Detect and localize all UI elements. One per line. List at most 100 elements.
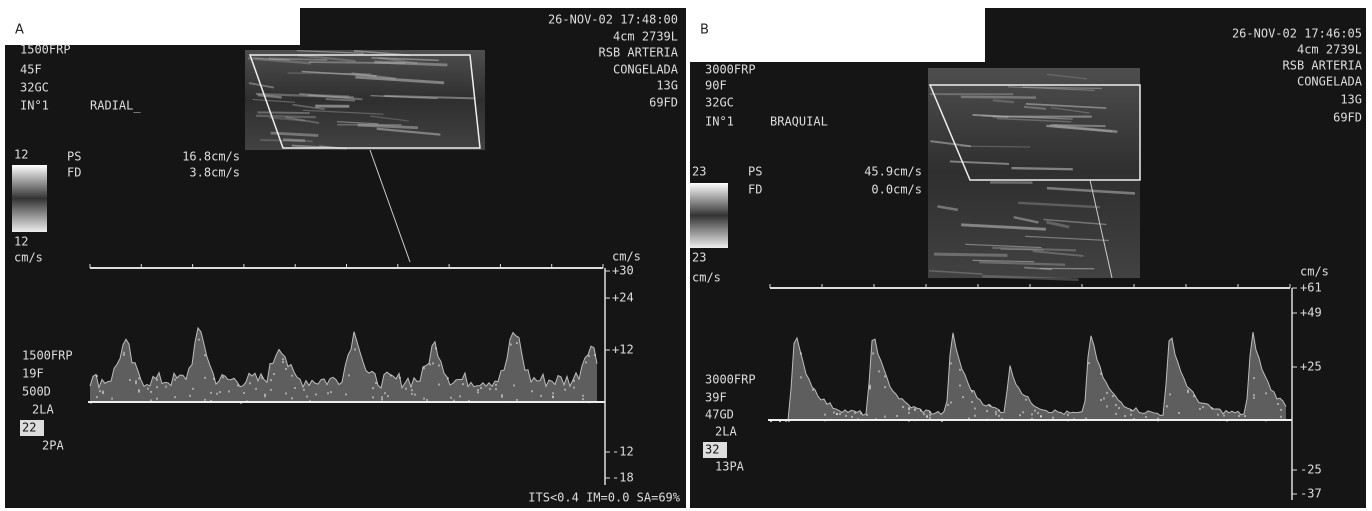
spectrum-speckle [390,375,392,377]
spectrum-speckle [381,396,383,398]
spectrum-speckle [1238,415,1240,417]
doppler-setting: 22 [22,421,36,435]
spectrum-speckle [423,398,425,400]
spectrum-speckle [423,367,425,369]
axis-label: -37 [1300,487,1322,501]
spectrum-speckle [1124,415,1126,417]
spectrum-speckle [866,414,868,416]
spectrum-speckle [228,391,230,393]
label-box [690,8,985,62]
axis-label: -18 [612,471,634,485]
fd-label: FD [748,183,762,197]
spectrum-speckle [411,393,413,395]
setting: IN°1 [20,99,49,113]
spectrum-speckle [243,392,245,394]
spectrum-speckle [1106,405,1108,407]
ps-value: 45.9cm/s [864,165,922,179]
spectrum-speckle [884,375,886,377]
axis-label: +24 [612,291,634,305]
spectrum-speckle [174,396,176,398]
bmode-speckle [961,97,1036,98]
spectrum-speckle [1187,391,1189,393]
spectrum-speckle [884,416,886,418]
doppler-setting: 13PA [715,460,745,474]
spectrum-speckle [923,413,925,415]
doppler-setting: 3000FRP [705,373,756,387]
spectrum-speckle [839,413,841,415]
spectrum-speckle [1223,415,1225,417]
spectrum-speckle [914,409,916,411]
spectrum-speckle [435,347,437,349]
spectrum-speckle [111,398,113,400]
spectrum-speckle [1178,412,1180,414]
spectrum-speckle [1034,410,1036,412]
spectrum-speckle [582,398,584,400]
spectrum-speckle [204,399,206,401]
color-bar-unit: cm/s [14,251,43,265]
spectrum-speckle [447,377,449,379]
header-line: 26-NOV-02 17:48:00 [548,13,678,27]
spectrum-speckle [513,384,515,386]
spectrum-speckle [1052,417,1054,419]
doppler-setting: 19F [22,367,44,381]
spectrum-speckle [908,408,910,410]
spectrum-speckle [884,386,886,388]
spectrum-speckle [138,377,140,379]
spectrum-speckle [995,413,997,415]
spectrum-speckle [345,393,347,395]
setting: 1500FRP [20,43,71,57]
bmode-speckle [1011,168,1072,169]
ps-value: 16.8cm/s [182,150,240,164]
spectrum-speckle [216,393,218,395]
header-line: 13G [1340,93,1362,107]
panel-label: A [15,23,24,38]
spectrum-speckle [950,401,952,403]
spectrum-speckle [1112,395,1114,397]
axis-label: -12 [612,445,634,459]
spectrum-speckle [204,354,206,356]
spectrum-speckle [1130,414,1132,416]
spectrum-speckle [495,388,497,390]
setting: 32GC [20,81,49,95]
spectrum-speckle [860,412,862,414]
spectrum-speckle [869,388,871,390]
spectrum-speckle [204,377,206,379]
spectrum-speckle [573,387,575,389]
vessel-name: BRAQUIAL [770,115,828,129]
spectrum-speckle [1130,409,1132,411]
spectrum-speckle [249,382,251,384]
spectrum-speckle [998,415,1000,417]
color-bar [690,183,728,248]
spectrum-speckle [414,394,416,396]
spectrum-speckle [156,386,158,388]
color-bar-bottom: 23 [692,251,706,265]
spectrum-speckle [129,379,131,381]
spectrum-speckle [854,412,856,414]
spectrum-speckle [971,390,973,392]
spectrum-speckle [1280,409,1282,411]
spectrum-speckle [285,393,287,395]
spectrum-speckle [1277,403,1279,405]
spectrum-speckle [1202,406,1204,408]
color-bar-top: 12 [14,148,28,162]
spectrum-speckle [878,370,880,372]
doppler-setting: 47GD [705,408,734,422]
spectrum-speckle [510,344,512,346]
axis-unit: cm/s [1300,265,1329,279]
spectrum-speckle [1169,393,1171,395]
fd-value: 3.8cm/s [189,166,240,180]
spectrum-speckle [1115,413,1117,415]
spectrum-speckle [585,361,587,363]
spectrum-speckle [306,396,308,398]
header-line: 4cm 2739L [1297,43,1362,57]
spectrum-speckle [147,388,149,390]
spectrum-speckle [102,392,104,394]
spectrum-speckle [291,397,293,399]
spectrum-speckle [516,342,518,344]
spectrum-speckle [1040,415,1042,417]
spectrum-speckle [480,387,482,389]
spectrum-speckle [552,396,554,398]
spectrum-speckle [1118,407,1120,409]
spectrum-speckle [291,375,293,377]
spectrum-speckle [959,369,961,371]
